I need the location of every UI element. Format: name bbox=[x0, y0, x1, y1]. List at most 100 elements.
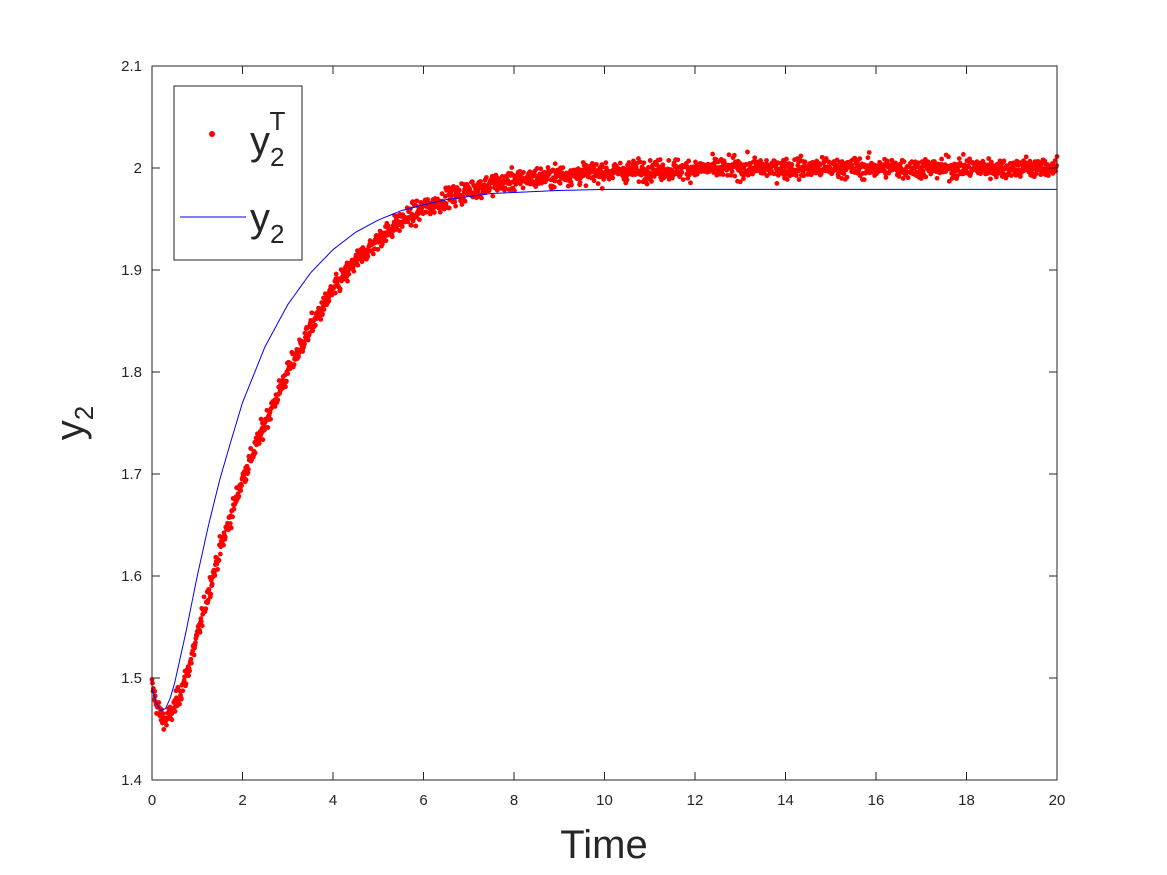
data-point bbox=[686, 158, 692, 164]
x-tick-label: 2 bbox=[238, 792, 246, 809]
data-point bbox=[732, 173, 738, 179]
data-point bbox=[801, 173, 806, 179]
data-point bbox=[617, 160, 623, 166]
data-point bbox=[502, 185, 508, 191]
data-point bbox=[283, 378, 289, 384]
data-point bbox=[584, 163, 589, 168]
x-tick-label: 20 bbox=[1049, 792, 1066, 809]
legend-label-measured-base: y bbox=[250, 119, 270, 163]
data-point bbox=[275, 397, 281, 403]
data-point bbox=[453, 203, 459, 209]
data-point bbox=[841, 171, 847, 177]
data-point bbox=[304, 325, 310, 331]
data-point bbox=[183, 681, 189, 687]
x-tick-label: 0 bbox=[148, 792, 156, 809]
data-point bbox=[521, 170, 526, 175]
data-point bbox=[320, 311, 325, 317]
data-point bbox=[679, 169, 685, 175]
data-point bbox=[741, 176, 746, 182]
data-point bbox=[228, 525, 234, 531]
data-point bbox=[239, 483, 244, 488]
data-point bbox=[545, 165, 551, 170]
data-point bbox=[624, 177, 630, 183]
legend-label-measured: y2 T bbox=[250, 106, 285, 172]
data-point bbox=[789, 162, 795, 167]
data-point bbox=[1052, 158, 1058, 163]
data-point bbox=[988, 159, 994, 165]
data-point bbox=[750, 171, 755, 177]
data-point bbox=[606, 176, 612, 182]
data-point bbox=[487, 185, 493, 191]
data-point bbox=[796, 177, 802, 182]
data-point bbox=[591, 178, 597, 184]
data-point bbox=[407, 215, 413, 221]
data-point bbox=[649, 179, 654, 184]
data-point bbox=[710, 151, 716, 157]
data-point bbox=[784, 156, 789, 162]
data-point bbox=[459, 202, 465, 207]
x-axis-label: Time bbox=[560, 823, 647, 867]
data-point bbox=[883, 175, 889, 180]
data-point bbox=[657, 157, 663, 163]
data-point bbox=[905, 175, 911, 181]
data-point bbox=[923, 174, 929, 180]
data-point bbox=[802, 159, 808, 165]
data-point bbox=[844, 174, 850, 180]
data-point bbox=[199, 623, 205, 629]
data-point bbox=[256, 441, 262, 446]
data-point bbox=[370, 251, 376, 257]
data-point bbox=[272, 404, 278, 409]
data-point bbox=[1017, 160, 1022, 165]
data-point bbox=[358, 255, 363, 260]
data-point bbox=[916, 160, 921, 166]
data-point bbox=[595, 181, 601, 187]
data-point bbox=[156, 700, 162, 705]
data-point bbox=[260, 437, 266, 443]
data-point bbox=[443, 201, 449, 206]
legend-marker-dot bbox=[209, 131, 215, 137]
data-point bbox=[291, 362, 297, 367]
data-point bbox=[774, 181, 780, 186]
y-axis-ticks: 1.4 1.5 1.6 1.7 1.8 1.9 2 2.1 bbox=[121, 58, 1057, 789]
data-point bbox=[675, 157, 681, 163]
data-point bbox=[191, 652, 197, 658]
data-point bbox=[839, 175, 845, 181]
data-point bbox=[206, 587, 212, 592]
data-point bbox=[597, 174, 602, 180]
data-point bbox=[901, 159, 907, 164]
data-point bbox=[651, 174, 657, 179]
data-point bbox=[243, 477, 249, 483]
legend: y2T y2 bbox=[173, 85, 303, 261]
data-point bbox=[731, 152, 737, 158]
data-point bbox=[557, 180, 563, 186]
data-point bbox=[509, 165, 515, 170]
data-point bbox=[728, 172, 734, 178]
data-point bbox=[484, 175, 489, 180]
data-point bbox=[164, 722, 169, 728]
data-point bbox=[538, 166, 544, 172]
data-point bbox=[533, 184, 539, 189]
data-point bbox=[302, 330, 308, 336]
y-tick-label: 1.5 bbox=[121, 670, 142, 687]
legend-box bbox=[173, 85, 303, 261]
model-series bbox=[151, 188, 1057, 712]
data-point bbox=[934, 175, 940, 181]
data-point bbox=[946, 154, 951, 160]
data-point bbox=[309, 310, 315, 316]
legend-label-model-base: y bbox=[250, 196, 270, 240]
x-tick-label: 8 bbox=[510, 792, 518, 809]
data-point bbox=[603, 160, 609, 166]
data-point bbox=[268, 416, 273, 422]
data-point bbox=[993, 174, 999, 180]
data-point bbox=[680, 177, 686, 183]
data-point bbox=[1027, 158, 1033, 164]
data-point bbox=[346, 271, 352, 277]
data-point bbox=[598, 169, 604, 175]
data-point bbox=[534, 166, 540, 171]
data-point bbox=[575, 166, 581, 172]
data-point bbox=[636, 179, 642, 185]
x-tick-label: 18 bbox=[958, 792, 975, 809]
data-point bbox=[321, 307, 327, 312]
data-point bbox=[551, 184, 557, 190]
data-point bbox=[1017, 174, 1023, 179]
